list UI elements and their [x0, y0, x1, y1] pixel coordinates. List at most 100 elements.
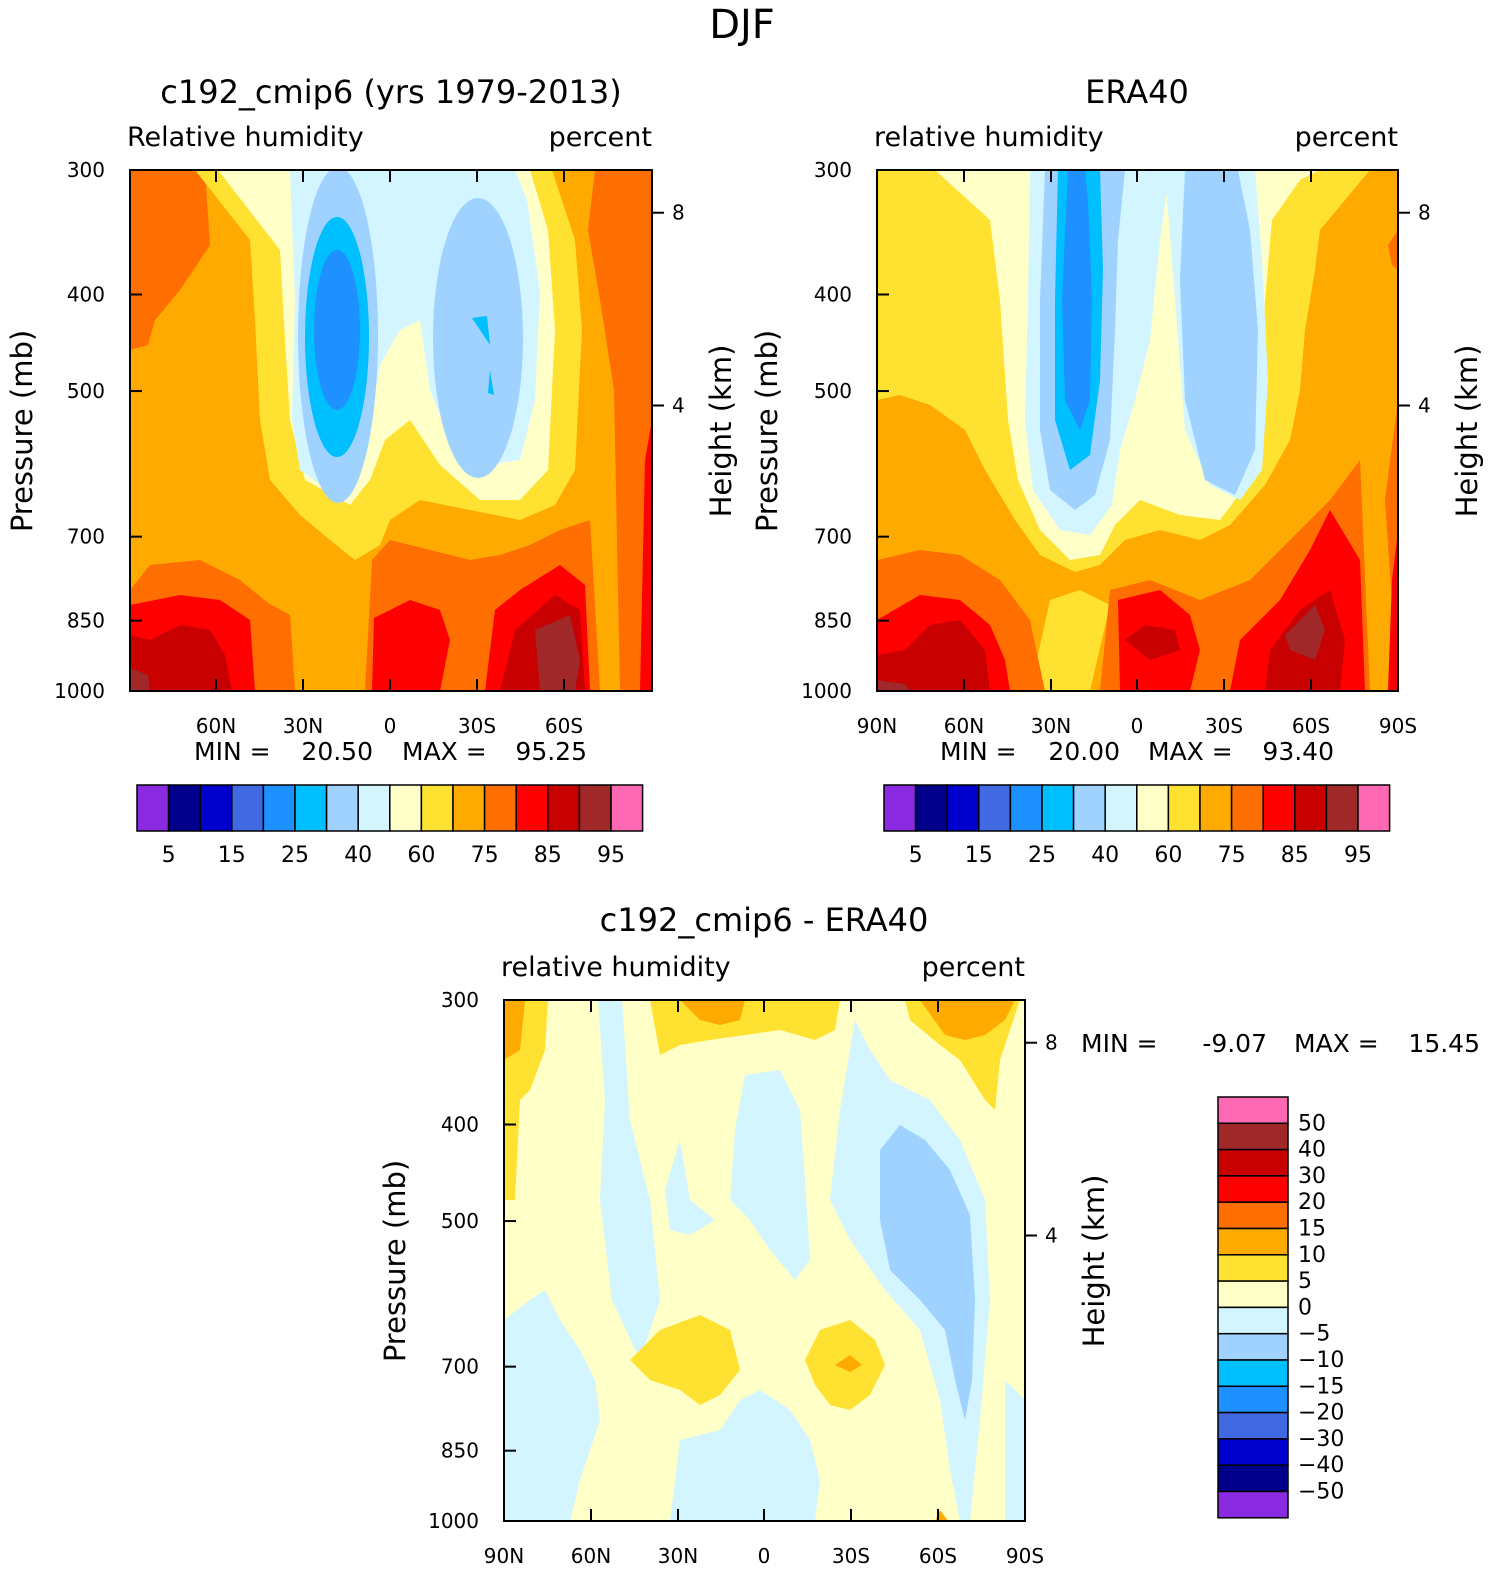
contour-band-5	[314, 250, 360, 410]
colorbar-label: 15	[1298, 1217, 1326, 1242]
colorbar-swatch	[1217, 1306, 1289, 1335]
x-tick-label: 0	[384, 714, 397, 738]
x-tick-label: 90N	[857, 714, 897, 738]
colorbar-label: 95	[1344, 843, 1372, 868]
colorbar-label: 25	[1028, 843, 1056, 868]
colorbar-swatch	[167, 784, 201, 832]
panel-model-max-value: 95.25	[515, 737, 587, 766]
colorbar-swatch	[1217, 1280, 1289, 1309]
colorbar-label: −30	[1298, 1427, 1344, 1452]
panel-model-contour-field	[130, 170, 652, 691]
contour-band-max-nh	[130, 668, 150, 691]
colorbar-label: −20	[1298, 1401, 1344, 1426]
colorbar-label: 5	[1298, 1269, 1312, 1294]
colorbar-label: −10	[1298, 1348, 1344, 1373]
colorbar-label: 20	[1298, 1190, 1326, 1215]
colorbar-swatch	[610, 784, 644, 832]
contour-band-neg5-a	[598, 1000, 660, 1360]
panel-diff-title: c192_cmip6 - ERA40	[600, 901, 929, 939]
panel-model-min-value: 20.50	[301, 737, 373, 766]
panel-diff-variable-label: relative humidity	[501, 952, 731, 983]
y-tick-label: 300	[441, 988, 479, 1012]
y-tick-label: 400	[814, 282, 852, 306]
colorbar-swatch	[420, 784, 454, 832]
y2-tick-label: 8	[672, 201, 685, 225]
contour-band-95-edge	[640, 420, 652, 691]
contour-band-max-sh	[535, 615, 580, 691]
colorbar-label: 60	[407, 843, 435, 868]
x-tick-label: 60S	[1292, 714, 1330, 738]
contour-band-10-to-15-d	[835, 1355, 862, 1372]
contour-band-neg5-c	[665, 1140, 715, 1235]
panel-obs-axes: 300 400 500 700 850 1000 8 4 90N 60N 30N 0 30S 60S 90S	[801, 158, 1431, 738]
colorbar-swatch	[1217, 1411, 1289, 1440]
y-tick-label: 400	[441, 1112, 479, 1136]
y-tick-label: 500	[67, 379, 105, 403]
colorbar-swatch	[357, 784, 391, 832]
colorbar-label: 40	[1091, 843, 1119, 868]
contour-band-high-nh	[877, 620, 990, 691]
panel-obs-min-value: 20.00	[1048, 737, 1120, 766]
panel-diff-contour-field	[504, 1000, 1025, 1521]
colorbar-swatch	[883, 784, 917, 832]
panel-obs-colorbar: 5 15 25 40 60 75 85 95	[883, 784, 1391, 868]
y-tick-label: 850	[814, 609, 852, 633]
colorbar-label: −15	[1298, 1374, 1344, 1399]
contour-band-15-sh	[433, 198, 523, 478]
colorbar-swatch	[1230, 784, 1264, 832]
contour-band-95-eq	[372, 600, 450, 691]
panel-obs-contour-field	[877, 170, 1398, 691]
x-tick-label: 60N	[571, 1544, 611, 1568]
colorbar-swatch	[1217, 1464, 1289, 1493]
colorbar-swatch	[389, 784, 423, 832]
contour-band-10-to-15-c	[504, 1000, 525, 1060]
colorbar-label: −40	[1298, 1453, 1344, 1478]
colorbar-swatch	[1136, 784, 1170, 832]
y2-tick-label: 4	[1418, 393, 1431, 417]
contour-band-high-eq	[1125, 625, 1180, 660]
x-tick-label: 90S	[1379, 714, 1417, 738]
colorbar-label: 40	[344, 843, 372, 868]
colorbar-label: 85	[1281, 843, 1309, 868]
y2-tick-label: 8	[1418, 201, 1431, 225]
colorbar-swatch	[1217, 1254, 1289, 1282]
panel-obs-min-label: MIN =	[940, 737, 1017, 766]
contour-band-5-to-10-d	[630, 1315, 740, 1405]
x-tick-label: 30N	[283, 714, 323, 738]
contour-band-10-sliver	[488, 370, 494, 395]
colorbar-swatch	[1217, 1096, 1289, 1125]
x-tick-label: 60S	[919, 1544, 957, 1568]
x-tick-label: 0	[758, 1544, 771, 1568]
contour-band-85-edge-top	[1388, 230, 1398, 270]
x-tick-label: 30N	[1031, 714, 1071, 738]
panel-diff-axes: 300 400 500 700 850 1000 8 4 90N 60N 30N 0 30S 60S 90S	[428, 988, 1058, 1568]
contour-band-5	[1062, 170, 1092, 430]
panel-diff-y-axis-label: Pressure (mb)	[378, 1160, 412, 1362]
panel-obs-variable-label: relative humidity	[874, 122, 1104, 153]
colorbar-swatch	[452, 784, 486, 832]
colorbar-swatch	[1167, 784, 1201, 832]
panel-model-y2-axis-label: Height (km)	[704, 345, 738, 518]
y-tick-label: 500	[814, 379, 852, 403]
colorbar-label: 10	[1298, 1243, 1326, 1268]
panel-obs-units-label: percent	[1295, 122, 1398, 153]
colorbar-swatch	[578, 784, 612, 832]
x-tick-label: 60N	[196, 714, 236, 738]
x-tick-label: 30S	[1205, 714, 1243, 738]
colorbar-label: 40	[1298, 1138, 1326, 1163]
panel-model-variable-label: Relative humidity	[127, 122, 364, 153]
panel-obs-title: ERA40	[1085, 73, 1189, 111]
contour-band-neg5-g	[1005, 1380, 1025, 1521]
y-tick-label: 700	[814, 525, 852, 549]
colorbar-label: −50	[1298, 1480, 1344, 1505]
colorbar-swatch	[1217, 1148, 1289, 1177]
colorbar-swatch	[483, 784, 517, 832]
panel-diff-min-label: MIN =	[1081, 1029, 1158, 1058]
contour-band-10-to-15-b	[680, 1000, 745, 1025]
x-tick-label: 90S	[1006, 1544, 1044, 1568]
panel-obs-y-axis-label: Pressure (mb)	[750, 330, 784, 532]
panel-model-max-label: MAX =	[402, 737, 487, 766]
y-tick-label: 1000	[801, 679, 852, 703]
colorbar-swatch	[231, 784, 265, 832]
